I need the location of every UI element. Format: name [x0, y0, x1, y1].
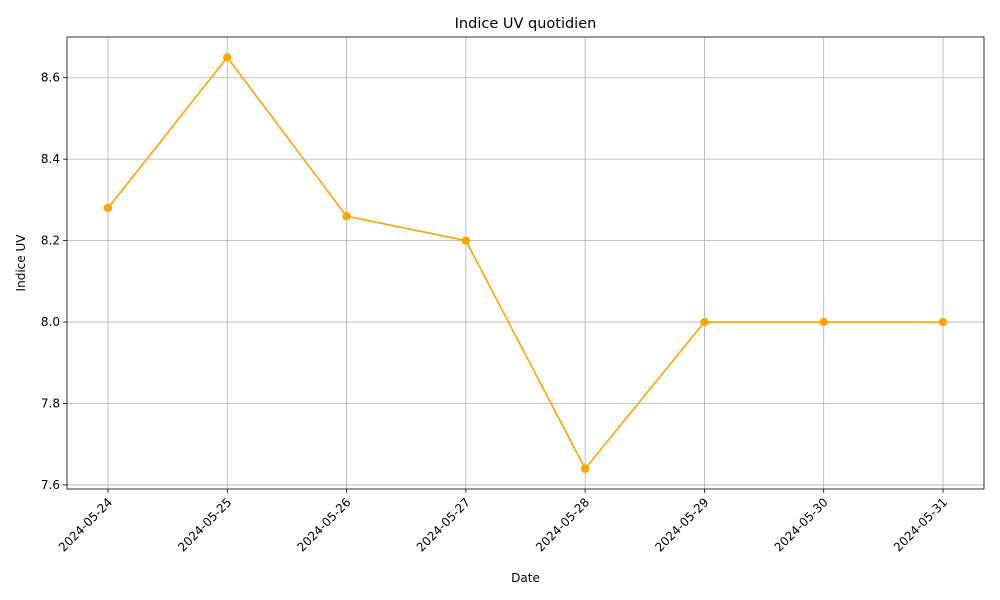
y-tick-label: 7.6 — [41, 478, 60, 492]
grid — [67, 37, 984, 489]
data-point — [938, 317, 948, 327]
data-point — [819, 317, 828, 327]
data-point — [580, 464, 590, 473]
y-tick-label: 8.0 — [41, 315, 60, 329]
y-tick-label: 8.6 — [41, 71, 60, 85]
y-tick-label: 8.2 — [41, 234, 60, 248]
y-axis-label: Indice UV — [14, 234, 28, 292]
chart-title: Indice UV quotidien — [455, 16, 597, 32]
series-layer — [103, 53, 948, 473]
data-point — [103, 203, 113, 213]
data-point — [342, 211, 351, 221]
plot-frame — [66, 36, 985, 490]
y-tick-label: 7.8 — [41, 396, 60, 410]
y-tick-label: 8.4 — [41, 152, 60, 166]
data-point — [223, 53, 232, 62]
data-point — [461, 236, 471, 245]
x-axis-label: Date — [511, 571, 540, 585]
data-point — [700, 317, 709, 327]
series-line — [107, 56, 943, 471]
